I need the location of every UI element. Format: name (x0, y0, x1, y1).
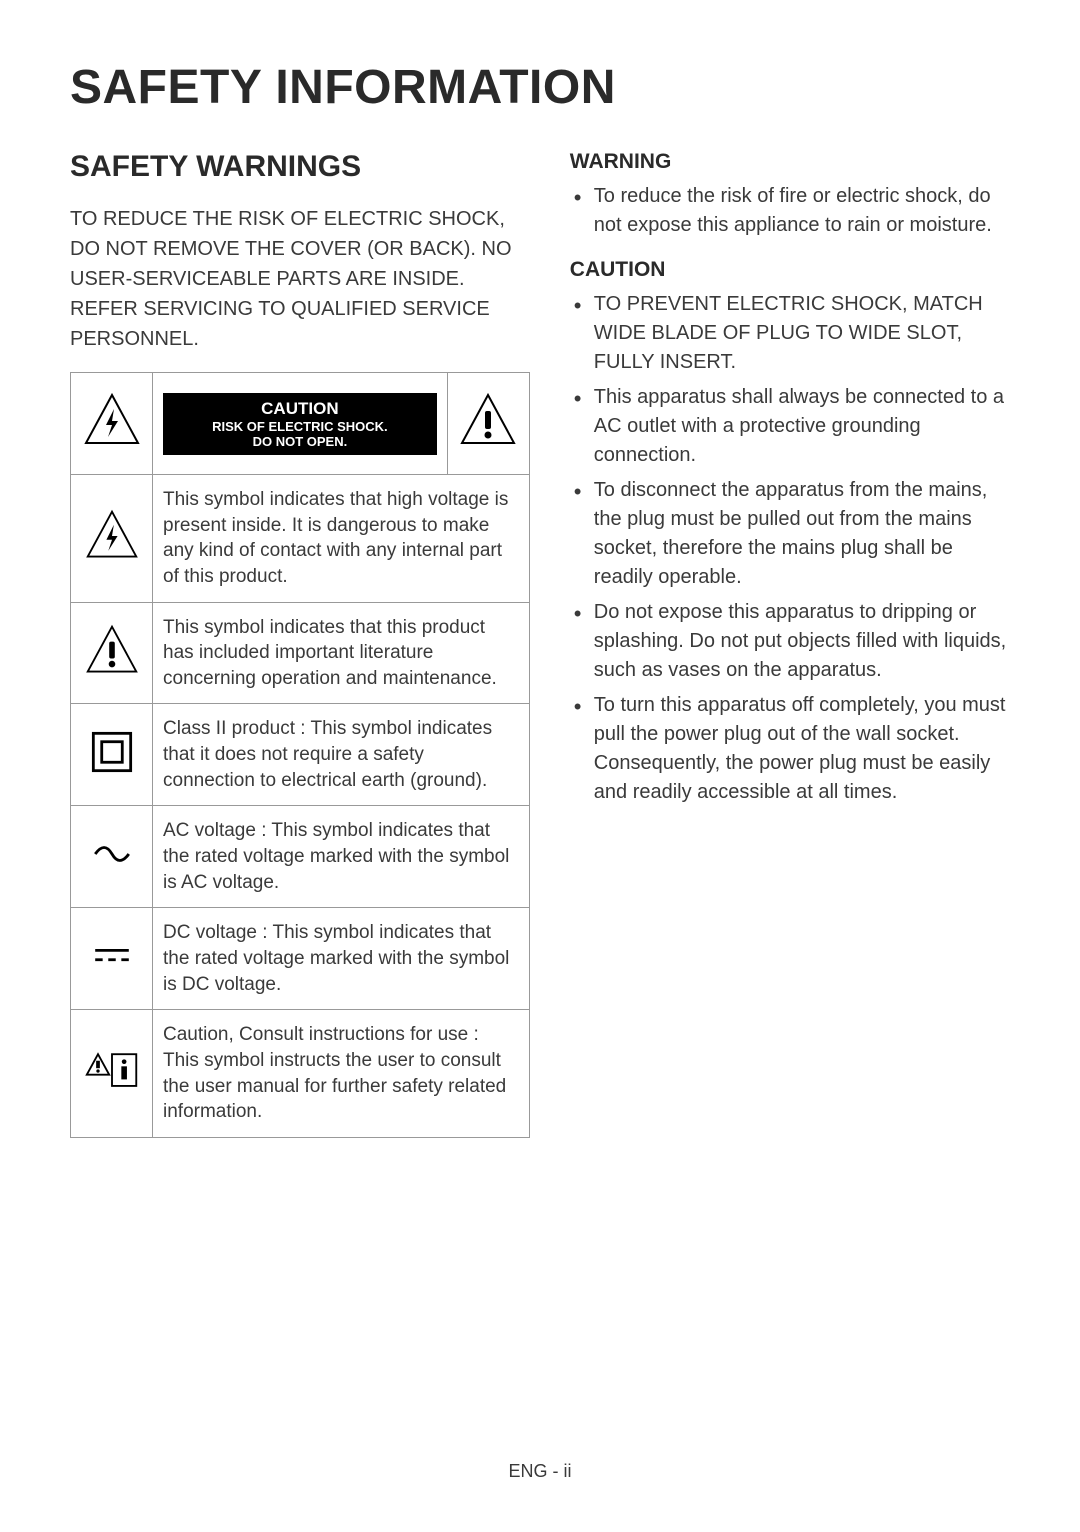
caution-box-line2: DO NOT OPEN. (171, 434, 429, 449)
table-row: DC voltage : This symbol indicates that … (71, 908, 530, 1010)
table-row: This symbol indicates that this product … (71, 602, 530, 704)
caution-box-line1: RISK OF ELECTRIC SHOCK. (171, 419, 429, 434)
shock-triangle-icon (84, 508, 140, 564)
caution-subheading: CAUTION (570, 258, 1010, 282)
symbol-description: Caution, Consult instructions for use : … (153, 1010, 530, 1138)
right-column: WARNING To reduce the risk of fire or el… (570, 150, 1010, 1138)
symbol-description: DC voltage : This symbol indicates that … (153, 908, 530, 1010)
consult-manual-icon (84, 1043, 140, 1099)
caution-box-cell: CAUTION RISK OF ELECTRIC SHOCK. DO NOT O… (153, 373, 448, 475)
caution-header-row: CAUTION RISK OF ELECTRIC SHOCK. DO NOT O… (71, 373, 530, 475)
shock-triangle-icon (82, 391, 142, 451)
caution-box: CAUTION RISK OF ELECTRIC SHOCK. DO NOT O… (163, 393, 437, 455)
list-item: Do not expose this apparatus to dripping… (570, 598, 1010, 685)
caution-box-title: CAUTION (171, 399, 429, 419)
symbol-cell (71, 806, 153, 908)
symbol-cell (71, 1010, 153, 1138)
ac-voltage-icon (84, 826, 140, 882)
table-row: AC voltage : This symbol indicates that … (71, 806, 530, 908)
content-columns: SAFETY WARNINGS TO REDUCE THE RISK OF EL… (70, 150, 1010, 1138)
page-title: SAFETY INFORMATION (70, 60, 1010, 115)
left-column: SAFETY WARNINGS TO REDUCE THE RISK OF EL… (70, 150, 530, 1138)
list-item: To disconnect the apparatus from the mai… (570, 476, 1010, 592)
symbol-description: This symbol indicates that high voltage … (153, 475, 530, 603)
table-row: This symbol indicates that high voltage … (71, 475, 530, 603)
exclaim-triangle-icon (458, 391, 518, 451)
warning-subheading: WARNING (570, 150, 1010, 174)
page-footer: ENG - ii (509, 1461, 572, 1482)
symbol-cell (71, 602, 153, 704)
symbol-table: CAUTION RISK OF ELECTRIC SHOCK. DO NOT O… (70, 372, 530, 1138)
table-row: Class II product : This symbol indicates… (71, 704, 530, 806)
symbol-description: Class II product : This symbol indicates… (153, 704, 530, 806)
list-item: To turn this apparatus off completely, y… (570, 691, 1010, 807)
caution-exclaim-icon-cell (447, 373, 529, 475)
exclaim-triangle-icon (84, 623, 140, 679)
caution-list: TO PREVENT ELECTRIC SHOCK, MATCH WIDE BL… (570, 290, 1010, 807)
dc-voltage-icon (84, 928, 140, 984)
symbol-description: This symbol indicates that this product … (153, 602, 530, 704)
symbol-cell (71, 704, 153, 806)
list-item: This apparatus shall always be connected… (570, 383, 1010, 470)
list-item: To reduce the risk of fire or electric s… (570, 182, 1010, 240)
warning-list: To reduce the risk of fire or electric s… (570, 182, 1010, 240)
symbol-cell (71, 908, 153, 1010)
caution-shock-icon-cell (71, 373, 153, 475)
class2-icon (84, 724, 140, 780)
symbol-cell (71, 475, 153, 603)
intro-paragraph: TO REDUCE THE RISK OF ELECTRIC SHOCK, DO… (70, 204, 530, 354)
list-item: TO PREVENT ELECTRIC SHOCK, MATCH WIDE BL… (570, 290, 1010, 377)
table-row: Caution, Consult instructions for use : … (71, 1010, 530, 1138)
safety-warnings-heading: SAFETY WARNINGS (70, 150, 530, 184)
symbol-description: AC voltage : This symbol indicates that … (153, 806, 530, 908)
